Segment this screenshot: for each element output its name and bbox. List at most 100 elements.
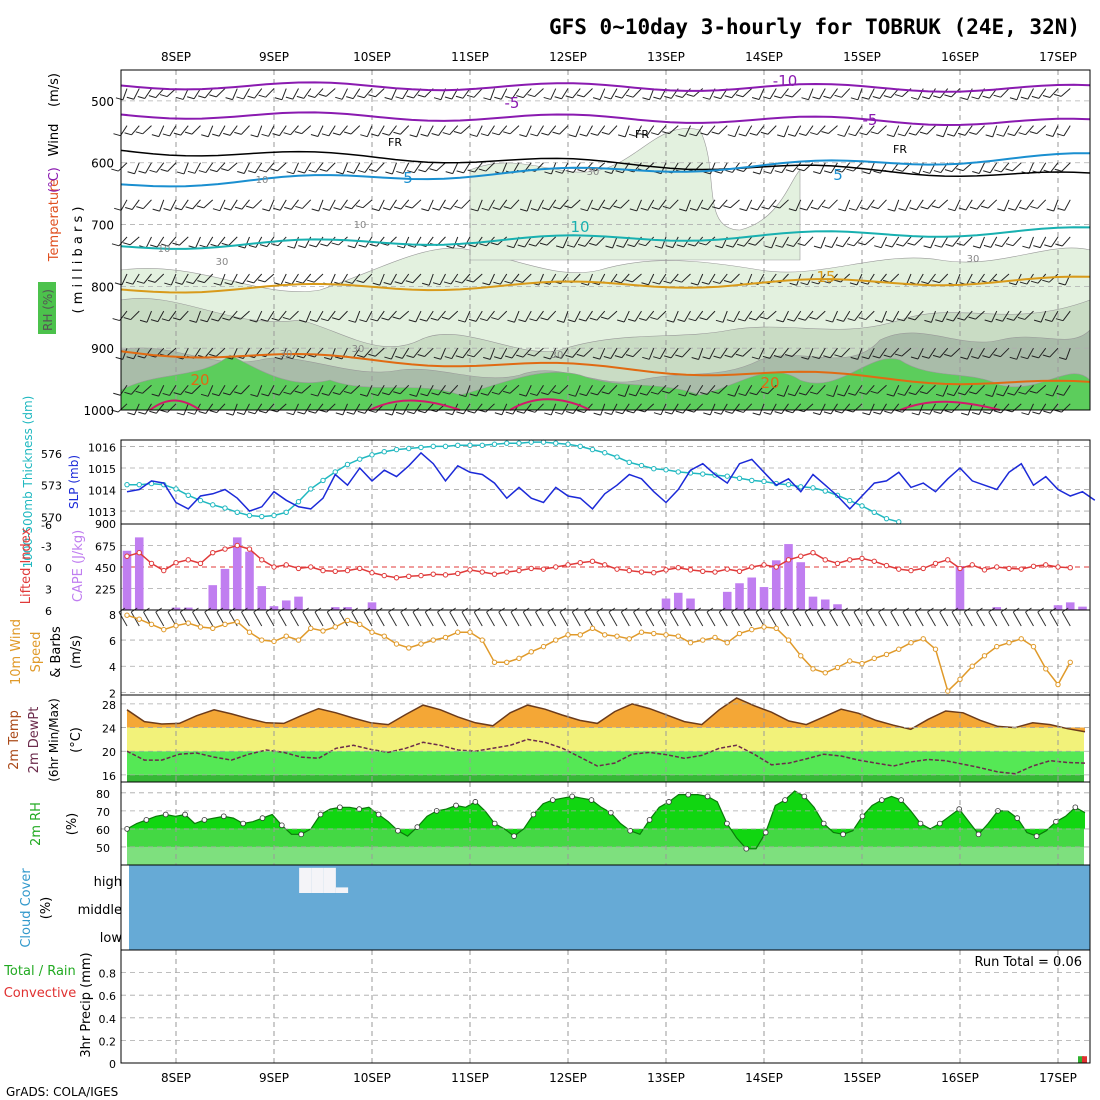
wind-barb xyxy=(743,236,753,247)
wind-speed-line-point xyxy=(1030,643,1037,650)
rh-point xyxy=(646,817,653,823)
rh-point xyxy=(201,817,208,823)
thickness-line-point xyxy=(320,477,326,484)
wind-barb-flag xyxy=(405,205,413,209)
wind-barb-flag xyxy=(605,245,613,249)
cape-bar xyxy=(183,607,193,610)
wind-speed-line-point xyxy=(724,639,730,646)
wind-barb-flag xyxy=(896,243,904,247)
wind-barb-flag xyxy=(935,393,944,397)
wind-barb-flag xyxy=(579,393,587,397)
wind-barb-flag xyxy=(529,318,537,322)
wind-speed-line-point xyxy=(283,633,289,639)
wind-barb xyxy=(1025,611,1034,627)
wind-barb-flag xyxy=(961,412,969,416)
wind-barb xyxy=(449,611,459,627)
wind-barb-flag xyxy=(735,353,743,357)
lifted-index-line-point xyxy=(638,569,645,575)
wind-barb-flag xyxy=(982,95,990,99)
wind-barb-flag xyxy=(468,318,477,322)
wind-barb-flag xyxy=(395,355,403,359)
wind-barb xyxy=(841,347,851,358)
wind-speed-line-point xyxy=(822,670,828,676)
cape-bar xyxy=(771,560,781,610)
wind-barb-flag xyxy=(1054,93,1062,97)
wind-barb xyxy=(636,199,642,212)
wind-barb-flag xyxy=(699,317,707,321)
wind-barb xyxy=(914,236,924,246)
isotherm--10 xyxy=(120,81,1091,93)
wind-barb xyxy=(832,385,838,397)
wind-speed-line xyxy=(126,614,1071,693)
wind-barb xyxy=(497,310,508,320)
wind-speed-line-point xyxy=(1055,681,1061,688)
wind-barb xyxy=(402,403,410,415)
thickness-line-point xyxy=(283,509,289,516)
wind-barb xyxy=(462,347,471,359)
wind-barb xyxy=(314,347,324,358)
wind-barb xyxy=(964,125,973,136)
contour-label: FR xyxy=(893,143,907,156)
contour-label: 30 xyxy=(216,257,229,268)
wind-barb-flag xyxy=(172,242,180,246)
wind-barb-flag xyxy=(736,169,744,172)
wind-barb xyxy=(596,611,606,627)
wind-barb xyxy=(682,611,691,627)
wind-barb-flag xyxy=(234,131,242,135)
wind-barb-flag xyxy=(737,243,745,247)
wind-barb-flag xyxy=(235,281,243,285)
wind-barb-flag xyxy=(933,170,942,174)
wind-barb-flag xyxy=(810,132,818,136)
wind-barb xyxy=(746,199,753,211)
wind-barb xyxy=(375,611,385,627)
wind-barb xyxy=(843,310,851,322)
wind-barb xyxy=(780,611,789,627)
wind-barb xyxy=(657,125,667,136)
axis-label-wind-3: & Barbs xyxy=(49,626,64,678)
wind-barb xyxy=(794,125,802,137)
wind-barb-flag xyxy=(895,168,903,172)
wind-barb xyxy=(915,125,924,136)
wind-barb-flag xyxy=(226,412,234,416)
wind-barb xyxy=(427,199,434,211)
wind-barb-flag xyxy=(455,95,464,99)
upper-wind-barbs xyxy=(111,88,1071,416)
wind-barb xyxy=(962,162,973,171)
wind-barb xyxy=(118,236,128,247)
wind-barb-flag xyxy=(860,207,868,211)
thickness-line-point xyxy=(859,503,865,509)
wind-barb-flag xyxy=(271,317,279,321)
wind-barb-flag xyxy=(454,205,462,209)
wind-barb xyxy=(757,199,765,211)
wind-barb xyxy=(584,236,593,247)
wind-speed-line-point xyxy=(430,637,436,643)
wind-barb xyxy=(416,125,422,138)
wind-barb xyxy=(916,199,924,211)
wind-speed-line-point xyxy=(834,664,841,671)
wind-barb xyxy=(853,162,863,172)
rh-point xyxy=(298,831,304,838)
wind-barb-flag xyxy=(800,282,808,286)
wind-barb xyxy=(1038,88,1047,99)
wind-barb xyxy=(1052,385,1059,397)
wind-barb xyxy=(648,88,655,100)
wind-barb-flag xyxy=(576,94,585,98)
run-total-text: Run Total = 0.06 xyxy=(974,955,1082,970)
wind-barb xyxy=(720,162,728,174)
wind-barb xyxy=(265,403,275,414)
wind-barb xyxy=(489,88,495,100)
cape-tick: 675 xyxy=(95,541,116,554)
wind-speed-line-point xyxy=(651,630,657,637)
wind-barb xyxy=(391,403,397,416)
lifted-index-line-point xyxy=(540,566,547,572)
wind-barb-flag xyxy=(200,319,208,323)
lifted-index-line-point xyxy=(957,565,963,572)
wind-barb xyxy=(805,384,814,396)
slp-tick: 1015 xyxy=(88,463,116,476)
wind-barb xyxy=(242,273,250,285)
wind-barb-flag xyxy=(833,279,841,283)
wind-barb-flag xyxy=(712,206,720,210)
wind-barb xyxy=(207,385,214,397)
wind-barb-flag xyxy=(335,412,343,416)
